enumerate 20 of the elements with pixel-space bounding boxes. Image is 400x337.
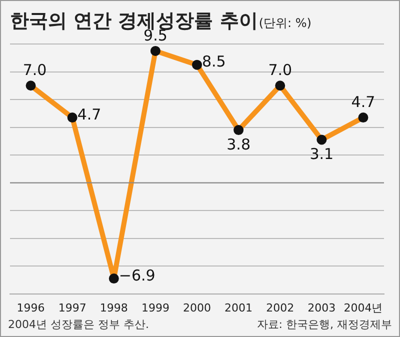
- x-tick-label: 1998: [100, 301, 128, 314]
- data-label: 4.7: [77, 105, 102, 124]
- data-label: 3.1: [310, 145, 334, 164]
- x-tick-label: 1997: [58, 301, 86, 314]
- x-tick-label: 2004년: [344, 301, 383, 314]
- data-label: 7.0: [268, 61, 292, 80]
- chart-subtitle: (단위: %): [258, 16, 312, 30]
- x-tick-label: 2003: [308, 301, 336, 314]
- x-tick-label: 2000: [183, 301, 211, 314]
- x-tick-label: 2001: [224, 301, 253, 314]
- x-tick-label: 2002: [266, 301, 294, 314]
- x-tick-label: 1996: [16, 301, 45, 314]
- text: 자료: 한국은행, 재정경제부: [256, 318, 392, 331]
- data-label: −6.9: [118, 266, 156, 284]
- data-label: 8.5: [202, 52, 226, 71]
- data-label: 7.0: [22, 61, 47, 80]
- data-label: 4.7: [351, 92, 376, 111]
- x-tick-label: 1999: [141, 301, 170, 314]
- data-label: 3.8: [226, 135, 250, 154]
- text: 2004년 성장률은 정부 추산.: [8, 318, 149, 331]
